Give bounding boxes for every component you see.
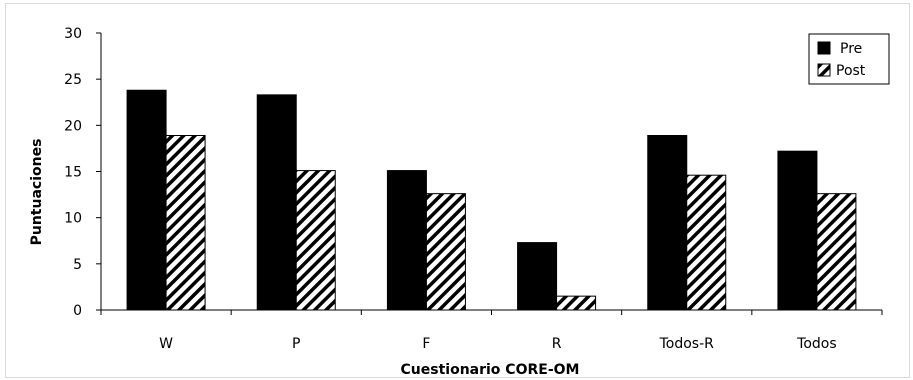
bar-post-p: [295, 170, 336, 311]
legend: Pre Post: [808, 33, 890, 85]
x-tick-label: W: [159, 336, 173, 352]
bar-pre-p: [256, 94, 297, 311]
legend-swatch-post: [817, 63, 831, 77]
y-tick-label: 30: [64, 26, 82, 42]
x-tick-label: P: [292, 336, 300, 352]
x-tick-label: Todos: [796, 336, 836, 352]
y-tick-label: 25: [64, 72, 82, 88]
bars: [126, 89, 857, 311]
x-tick-label: R: [552, 336, 562, 352]
y-tick-label: 20: [64, 118, 82, 134]
legend-label-post: Post: [836, 63, 866, 79]
bar-pre-todos: [777, 150, 818, 311]
bar-pre-todos-r: [647, 134, 688, 311]
y-axis-title: Puntuaciones: [29, 139, 45, 246]
x-tick-label: Todos-R: [659, 336, 715, 352]
bar-post-todos-r: [686, 174, 727, 311]
x-tick-label: F: [422, 336, 430, 352]
x-axis-ticks: W P F R Todos-R Todos: [100, 310, 883, 352]
bar-pre-r: [517, 242, 558, 311]
bar-post-todos: [816, 193, 857, 311]
bar-post-f: [425, 193, 466, 311]
legend-swatch-pre: [817, 41, 831, 55]
bar-post-w: [165, 134, 206, 311]
y-tick-label: 0: [73, 303, 82, 319]
bar-pre-f: [386, 170, 427, 311]
bar-post-r: [556, 295, 597, 311]
y-tick-label: 15: [64, 165, 82, 181]
y-axis-ticks: 0 5 10 15 20 25 30: [64, 26, 101, 319]
bar-pre-w: [126, 89, 167, 311]
y-tick-label: 5: [73, 257, 82, 273]
legend-label-pre: Pre: [840, 41, 862, 57]
y-tick-label: 10: [64, 211, 82, 227]
x-axis-title: Cuestionario CORE-OM: [401, 362, 580, 378]
